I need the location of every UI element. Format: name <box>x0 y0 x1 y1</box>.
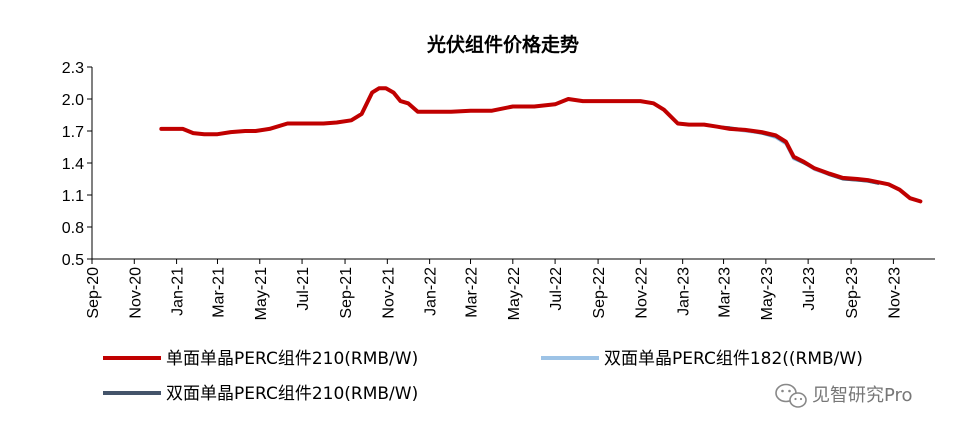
x-tick-label: Jan-22 <box>423 267 440 316</box>
x-tick-label: Nov-22 <box>633 267 650 319</box>
x-tick-label: Nov-20 <box>127 267 144 319</box>
x-tick-label: May-22 <box>506 267 523 320</box>
series-line-1 <box>159 86 923 204</box>
wechat-icon <box>775 383 807 408</box>
x-tick-label: Jul-22 <box>548 267 565 311</box>
x-tick-label: Sep-22 <box>591 267 608 319</box>
x-tick-label: May-23 <box>759 267 776 320</box>
y-tick-label: 2.3 <box>62 60 84 77</box>
series-line-2 <box>715 125 880 185</box>
plot-lines <box>159 86 923 204</box>
series-line-3 <box>715 125 880 185</box>
x-tick-label: Mar-21 <box>210 267 227 318</box>
y-tick-label: 0.5 <box>62 252 84 269</box>
x-axis: Sep-20 Nov-20 Jan-21 Mar-21 May-21 Jul-21 Sep-… <box>85 258 935 320</box>
y-tick-label: 1.4 <box>62 156 84 173</box>
y-tick-label: 2.0 <box>62 92 84 109</box>
x-tick-label: Sep-20 <box>85 267 102 319</box>
y-tick-label: 1.1 <box>62 188 84 205</box>
x-tick-label: Jul-23 <box>801 267 818 311</box>
x-tick-label: Nov-21 <box>380 267 397 319</box>
x-tick-label: Mar-22 <box>464 267 481 318</box>
x-tick-label: Sep-21 <box>338 267 355 319</box>
y-tick-label: 0.8 <box>62 220 84 237</box>
legend-label-3: 双面单晶PERC组件210(RMB/W) <box>166 384 418 404</box>
chart-title: 光伏组件价格走势 <box>426 33 579 56</box>
x-tick-label: Jul-21 <box>295 267 312 311</box>
watermark-text: 见智研究Pro <box>812 385 913 406</box>
watermark: 见智研究Pro <box>775 383 913 408</box>
x-tick-label: Sep-23 <box>844 267 861 319</box>
legend-label-1: 单面单晶PERC组件210(RMB/W) <box>166 349 418 369</box>
x-tick-label: Jan-21 <box>170 267 187 316</box>
x-tick-label: Mar-23 <box>717 267 734 318</box>
legend-label-2: 双面单晶PERC组件182((RMB/W) <box>604 349 863 369</box>
x-tick-label: Jan-23 <box>676 267 693 316</box>
y-tick-label: 1.7 <box>62 124 84 141</box>
x-tick-label: Nov-23 <box>886 267 903 319</box>
y-axis: 2.3 2.0 1.7 1.4 1.1 0.8 0.5 <box>62 60 93 269</box>
legend: 单面单晶PERC组件210(RMB/W) 双面单晶PERC组件182((RMB/W… <box>103 349 863 404</box>
x-tick-label: May-21 <box>253 267 270 320</box>
